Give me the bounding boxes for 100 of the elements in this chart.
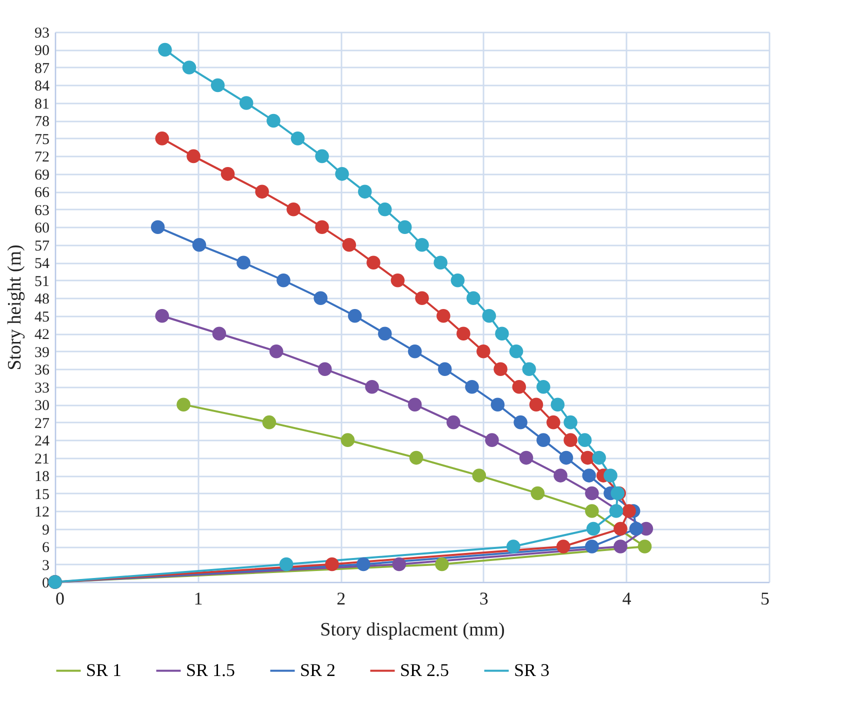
point: [450, 274, 465, 288]
point: [315, 220, 329, 234]
point: [356, 557, 370, 572]
y-axis-title: Story height (m): [4, 244, 26, 370]
y-tick-label: 66: [34, 185, 50, 202]
y-tick-label: 60: [34, 220, 50, 237]
point: [255, 184, 269, 199]
x-tick-label: 5: [760, 588, 770, 608]
point: [155, 132, 169, 146]
y-tick-label: 36: [34, 362, 50, 379]
point: [358, 184, 372, 199]
y-tick-label: 15: [34, 486, 50, 503]
y-tick-label: 84: [34, 78, 50, 95]
legend-label: SR 1.5: [186, 660, 236, 680]
point: [476, 344, 490, 358]
point: [365, 380, 379, 394]
point: [409, 450, 424, 465]
point: [436, 308, 450, 323]
y-tick-label: 93: [34, 26, 50, 42]
point: [514, 415, 528, 430]
point: [262, 415, 276, 430]
point: [325, 557, 339, 572]
point: [269, 344, 284, 358]
point: [472, 468, 486, 482]
point: [286, 202, 300, 216]
y-tick-label: 48: [34, 292, 50, 308]
x-tick-label: 4: [622, 588, 632, 608]
x-axis-title: Story displacment (mm): [320, 620, 505, 640]
y-tick-label: 6: [42, 540, 50, 556]
point: [446, 415, 460, 430]
point: [456, 326, 470, 340]
point: [408, 398, 422, 412]
point: [629, 522, 644, 536]
point: [530, 486, 545, 500]
y-tick-label: 69: [34, 167, 50, 184]
y-tick-label: 9: [42, 522, 50, 538]
point: [609, 504, 624, 518]
point: [585, 486, 599, 500]
point: [564, 433, 578, 447]
point: [529, 398, 544, 412]
y-tick-label: 78: [34, 114, 50, 130]
point: [604, 468, 618, 482]
point: [318, 362, 332, 376]
point: [186, 149, 200, 164]
point: [614, 522, 628, 536]
point: [279, 557, 294, 572]
point: [366, 256, 380, 270]
y-tick-label: 87: [34, 60, 50, 77]
point: [482, 308, 496, 323]
x-tick-label: 2: [336, 588, 346, 608]
point: [522, 362, 536, 376]
point: [239, 96, 254, 110]
point: [578, 433, 592, 447]
point: [512, 380, 526, 394]
point: [465, 380, 479, 394]
y-tick-label: 12: [34, 504, 50, 521]
point: [592, 450, 606, 465]
point: [622, 504, 636, 518]
point: [398, 220, 412, 234]
point: [495, 326, 509, 340]
point: [638, 540, 652, 554]
point: [519, 450, 534, 465]
point: [564, 415, 578, 430]
y-tick-label: 57: [34, 238, 50, 254]
point: [276, 274, 290, 288]
legend-label: SR 1: [86, 660, 122, 680]
y-tick-label: 21: [34, 451, 50, 468]
y-tick-label: 33: [34, 380, 50, 396]
point: [266, 114, 280, 128]
point: [392, 557, 406, 572]
y-tick-label: 51: [34, 274, 50, 290]
point: [536, 380, 550, 394]
y-tick-label: 54: [34, 256, 50, 272]
point: [158, 42, 172, 57]
point: [348, 308, 362, 323]
point: [466, 291, 480, 306]
legend-label: SR 2: [300, 660, 336, 680]
y-tick-label: 39: [34, 344, 50, 361]
point: [314, 291, 328, 306]
point: [342, 238, 356, 252]
point: [435, 557, 449, 572]
point: [556, 540, 570, 554]
y-tick-label: 3: [42, 558, 50, 574]
x-tick-label: 0: [56, 588, 64, 608]
x-tick-label: 1: [194, 588, 203, 608]
y-tick-label: 90: [34, 43, 50, 60]
point: [192, 238, 206, 252]
point: [585, 540, 599, 554]
y-tick-label: 18: [34, 469, 50, 486]
point: [390, 274, 405, 288]
point: [582, 468, 596, 482]
point: [490, 398, 505, 412]
point: [546, 415, 560, 430]
y-tick-label: 81: [34, 96, 50, 112]
legend-label: SR 2.5: [400, 660, 450, 680]
point: [438, 362, 452, 376]
point: [559, 450, 574, 465]
point: [290, 132, 305, 146]
point: [506, 540, 520, 554]
point: [485, 433, 499, 447]
